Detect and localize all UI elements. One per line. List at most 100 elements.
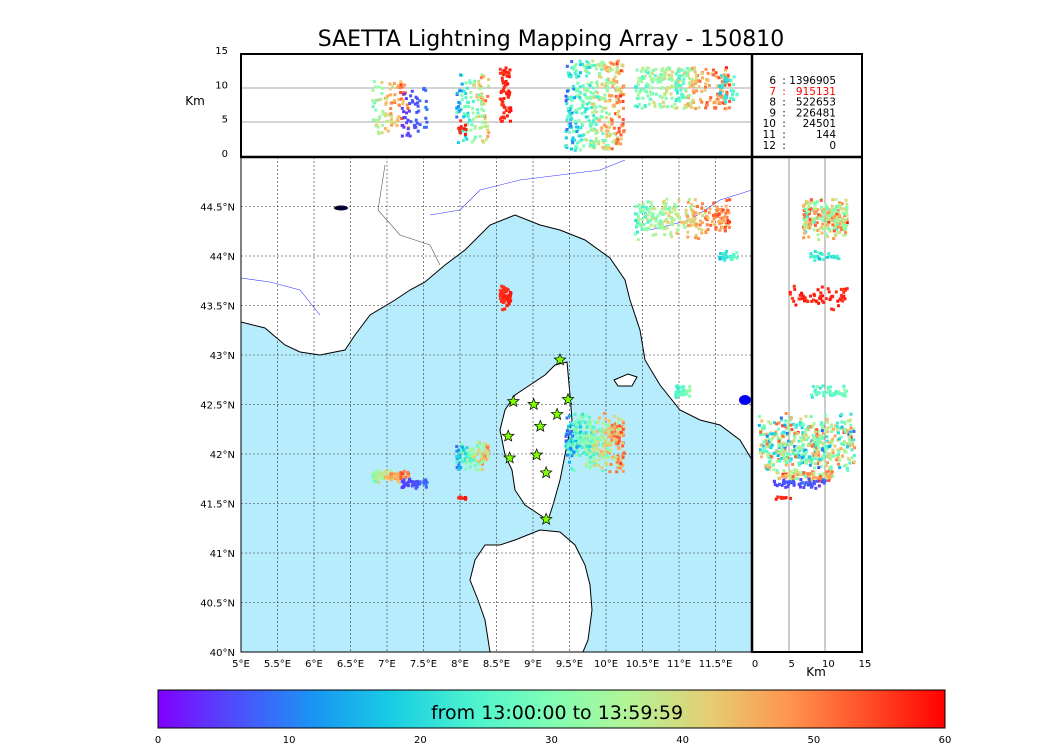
- lightning-latitude-altitude-point: [809, 458, 813, 462]
- lightning-altitude-point: [619, 133, 623, 137]
- lightning-source-point: [572, 444, 576, 448]
- lightning-latitude-altitude-point: [800, 453, 804, 457]
- lightning-altitude-point: [688, 85, 692, 89]
- lightning-altitude-point: [374, 98, 378, 102]
- lightning-altitude-point: [460, 93, 464, 97]
- lightning-latitude-altitude-point: [848, 418, 852, 422]
- lightning-altitude-point: [619, 90, 623, 94]
- lightning-altitude-point: [660, 69, 664, 73]
- lightning-altitude-point: [480, 86, 484, 90]
- lightning-latitude-altitude-point: [850, 448, 854, 452]
- lightning-source-point: [654, 232, 658, 236]
- lightning-altitude-point: [664, 88, 668, 92]
- lightning-source-point: [718, 257, 722, 261]
- lightning-latitude-altitude-point: [777, 439, 781, 443]
- lightning-altitude-point: [597, 72, 601, 76]
- lightning-altitude-point: [473, 125, 477, 129]
- lightning-source-point: [471, 455, 475, 459]
- lightning-altitude-point: [665, 90, 669, 94]
- lightning-source-point: [571, 439, 575, 443]
- lightning-altitude-point: [578, 96, 582, 100]
- lightning-source-point: [486, 446, 490, 450]
- lightning-source-point: [416, 482, 420, 486]
- lightning-altitude-point: [698, 98, 702, 102]
- lightning-altitude-point: [377, 116, 381, 120]
- lightning-source-point: [570, 450, 574, 454]
- lightning-altitude-point: [508, 110, 512, 114]
- lightning-altitude-point: [378, 115, 382, 119]
- lightning-source-point: [399, 477, 403, 481]
- lightning-latitude-altitude-point: [784, 412, 788, 416]
- lightning-source-point: [618, 428, 622, 432]
- longitude-tick-label: 5.5°E: [264, 659, 291, 670]
- lightning-latitude-altitude-point: [757, 423, 761, 427]
- lightning-source-point: [457, 461, 461, 465]
- lightning-latitude-altitude-point: [842, 448, 846, 452]
- lightning-altitude-point: [400, 106, 404, 110]
- lightning-altitude-point: [663, 93, 667, 97]
- lightning-latitude-altitude-point: [789, 480, 793, 484]
- lightning-latitude-altitude-point: [812, 298, 816, 302]
- lightning-latitude-altitude-point: [838, 230, 842, 234]
- lightning-altitude-point: [389, 120, 393, 124]
- lightning-latitude-altitude-point: [827, 441, 831, 445]
- lightning-altitude-point: [585, 64, 589, 68]
- lightning-altitude-point: [478, 84, 482, 88]
- lightning-source-point: [621, 441, 625, 445]
- lightning-source-point: [424, 479, 428, 483]
- lightning-altitude-point: [575, 89, 579, 93]
- lightning-latitude-altitude-point: [836, 231, 840, 235]
- lightning-altitude-point: [712, 73, 716, 77]
- lightning-latitude-altitude-point: [764, 438, 768, 442]
- lightning-source-point: [598, 416, 602, 420]
- lightning-source-point: [720, 255, 724, 259]
- lightning-altitude-point: [406, 118, 410, 122]
- lightning-source-point: [681, 391, 685, 395]
- lightning-altitude-point: [573, 96, 577, 100]
- lightning-source-point: [396, 477, 400, 481]
- lightning-latitude-altitude-point: [832, 237, 836, 241]
- lightning-latitude-altitude-point: [820, 429, 824, 433]
- lightning-latitude-altitude-point: [801, 481, 805, 485]
- lightning-altitude-point: [705, 103, 709, 107]
- lightning-latitude-altitude-point: [820, 285, 824, 289]
- lightning-latitude-altitude-point: [807, 477, 811, 481]
- lightning-altitude-point: [416, 129, 420, 133]
- lightning-latitude-altitude-point: [803, 203, 807, 207]
- lightning-latitude-altitude-point: [821, 448, 825, 452]
- lightning-latitude-altitude-point: [811, 452, 815, 456]
- lightning-altitude-point: [588, 144, 592, 148]
- lightning-source-point: [698, 219, 702, 223]
- lightning-source-point: [597, 458, 601, 462]
- lightning-altitude-point: [692, 84, 696, 88]
- lightning-altitude-point: [457, 110, 461, 114]
- latitude-tick-label: 44.5°N: [200, 203, 235, 214]
- lightning-latitude-altitude-point: [839, 220, 843, 224]
- lightning-altitude-point: [654, 92, 658, 96]
- right-altitude-tick-label: 5: [788, 659, 794, 670]
- lightning-source-point: [397, 480, 401, 484]
- lightning-altitude-point: [586, 106, 590, 110]
- lightning-latitude-altitude-point: [779, 450, 783, 454]
- lightning-altitude-point: [681, 96, 685, 100]
- lightning-latitude-altitude-point: [797, 463, 801, 467]
- lightning-latitude-altitude-point: [830, 216, 834, 220]
- lightning-source-point: [661, 212, 665, 216]
- lightning-latitude-altitude-point: [823, 476, 827, 480]
- lightning-altitude-point: [564, 94, 568, 98]
- lightning-altitude-point: [686, 102, 690, 106]
- lightning-latitude-altitude-point: [827, 455, 831, 459]
- lightning-latitude-altitude-point: [819, 464, 823, 468]
- lightning-altitude-point: [407, 109, 411, 113]
- lightning-source-point: [573, 412, 577, 416]
- lightning-latitude-altitude-point: [792, 299, 796, 303]
- lightning-altitude-point: [415, 110, 419, 114]
- lightning-source-point: [374, 470, 378, 474]
- lightning-altitude-point: [480, 114, 484, 118]
- lightning-latitude-altitude-point: [776, 441, 780, 445]
- lightning-altitude-point: [704, 106, 708, 110]
- lightning-altitude-point: [604, 84, 608, 88]
- lightning-altitude-point: [645, 82, 649, 86]
- lightning-latitude-altitude-point: [773, 432, 777, 436]
- lightning-latitude-altitude-point: [816, 434, 820, 438]
